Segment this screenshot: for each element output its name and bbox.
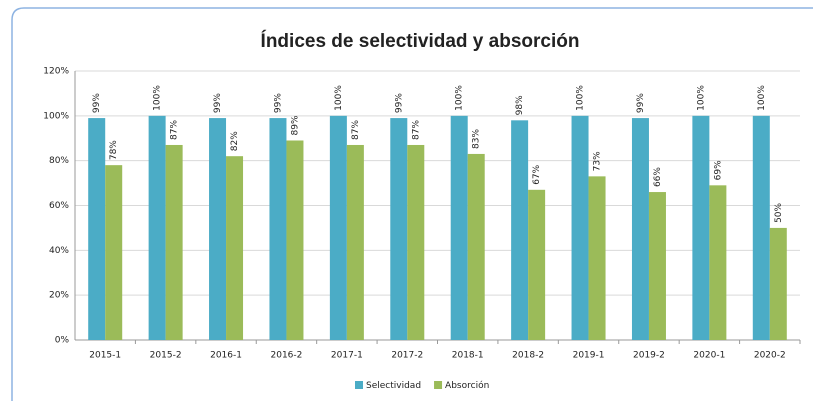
bar bbox=[390, 118, 408, 340]
legend-swatch bbox=[355, 381, 363, 389]
data-label: 87% bbox=[351, 120, 361, 140]
y-tick-label: 60% bbox=[49, 201, 69, 211]
data-label: 50% bbox=[774, 202, 784, 222]
bar bbox=[709, 185, 727, 340]
data-label: 82% bbox=[230, 131, 240, 151]
bar bbox=[631, 118, 649, 340]
data-label: 73% bbox=[593, 151, 603, 171]
data-label: 83% bbox=[472, 128, 482, 148]
bar bbox=[88, 118, 106, 340]
data-label: 100% bbox=[576, 85, 586, 111]
bar bbox=[588, 176, 606, 340]
bar bbox=[209, 118, 227, 340]
data-label: 99% bbox=[394, 93, 404, 113]
bar bbox=[467, 153, 485, 340]
x-tick-label: 2018-1 bbox=[452, 351, 484, 361]
y-tick-label: 120% bbox=[43, 67, 69, 77]
y-tick-label: 20% bbox=[49, 291, 69, 301]
x-tick-label: 2017-2 bbox=[391, 351, 423, 361]
data-label: 100% bbox=[757, 85, 767, 111]
x-tick-label: 2020-2 bbox=[754, 351, 786, 361]
x-tick-label: 2019-2 bbox=[633, 351, 665, 361]
y-tick-label: 40% bbox=[49, 246, 69, 256]
data-label: 78% bbox=[109, 140, 119, 160]
x-tick-label: 2015-2 bbox=[150, 351, 182, 361]
data-label: 87% bbox=[411, 120, 421, 140]
x-tick-label: 2015-1 bbox=[89, 351, 121, 361]
data-label: 67% bbox=[532, 164, 542, 184]
x-tick-label: 2018-2 bbox=[512, 351, 544, 361]
bar bbox=[407, 144, 425, 340]
data-label: 99% bbox=[273, 93, 283, 113]
bar bbox=[269, 118, 287, 340]
bar bbox=[450, 115, 468, 340]
bar bbox=[346, 144, 364, 340]
bar bbox=[165, 144, 183, 340]
data-label: 100% bbox=[153, 85, 163, 111]
bar bbox=[148, 115, 166, 340]
bar bbox=[105, 165, 123, 340]
bar bbox=[648, 192, 666, 340]
bar bbox=[769, 227, 787, 340]
bar bbox=[286, 140, 304, 340]
data-label: 69% bbox=[713, 160, 723, 180]
bar bbox=[528, 189, 546, 340]
chart-title: Índices de selectividad y absorción bbox=[261, 30, 580, 52]
data-label: 87% bbox=[170, 120, 180, 140]
data-label: 99% bbox=[92, 93, 102, 113]
x-tick-label: 2016-1 bbox=[210, 351, 242, 361]
legend-label: Absorción bbox=[445, 380, 489, 391]
bar bbox=[571, 115, 589, 340]
legend-label: Selectividad bbox=[366, 381, 421, 391]
x-tick-label: 2020-1 bbox=[693, 351, 725, 361]
x-tick-label: 2016-2 bbox=[271, 351, 303, 361]
bar bbox=[752, 115, 770, 340]
chart-frame bbox=[11, 7, 813, 401]
x-tick-label: 2019-1 bbox=[573, 351, 605, 361]
bar bbox=[226, 156, 244, 340]
bar bbox=[692, 115, 710, 340]
data-label: 98% bbox=[515, 95, 525, 115]
data-label: 89% bbox=[290, 115, 300, 135]
data-label: 100% bbox=[696, 85, 706, 111]
y-tick-label: 80% bbox=[49, 156, 69, 166]
bar bbox=[511, 120, 529, 340]
y-tick-label: 100% bbox=[43, 111, 69, 121]
x-tick-label: 2017-1 bbox=[331, 351, 363, 361]
data-label: 66% bbox=[653, 167, 663, 187]
data-label: 100% bbox=[455, 85, 465, 111]
data-label: 99% bbox=[213, 93, 223, 113]
bar bbox=[329, 115, 347, 340]
data-label: 100% bbox=[334, 85, 344, 111]
data-label: 99% bbox=[636, 93, 646, 113]
legend-swatch bbox=[434, 381, 443, 389]
y-tick-label: 0% bbox=[55, 336, 70, 346]
